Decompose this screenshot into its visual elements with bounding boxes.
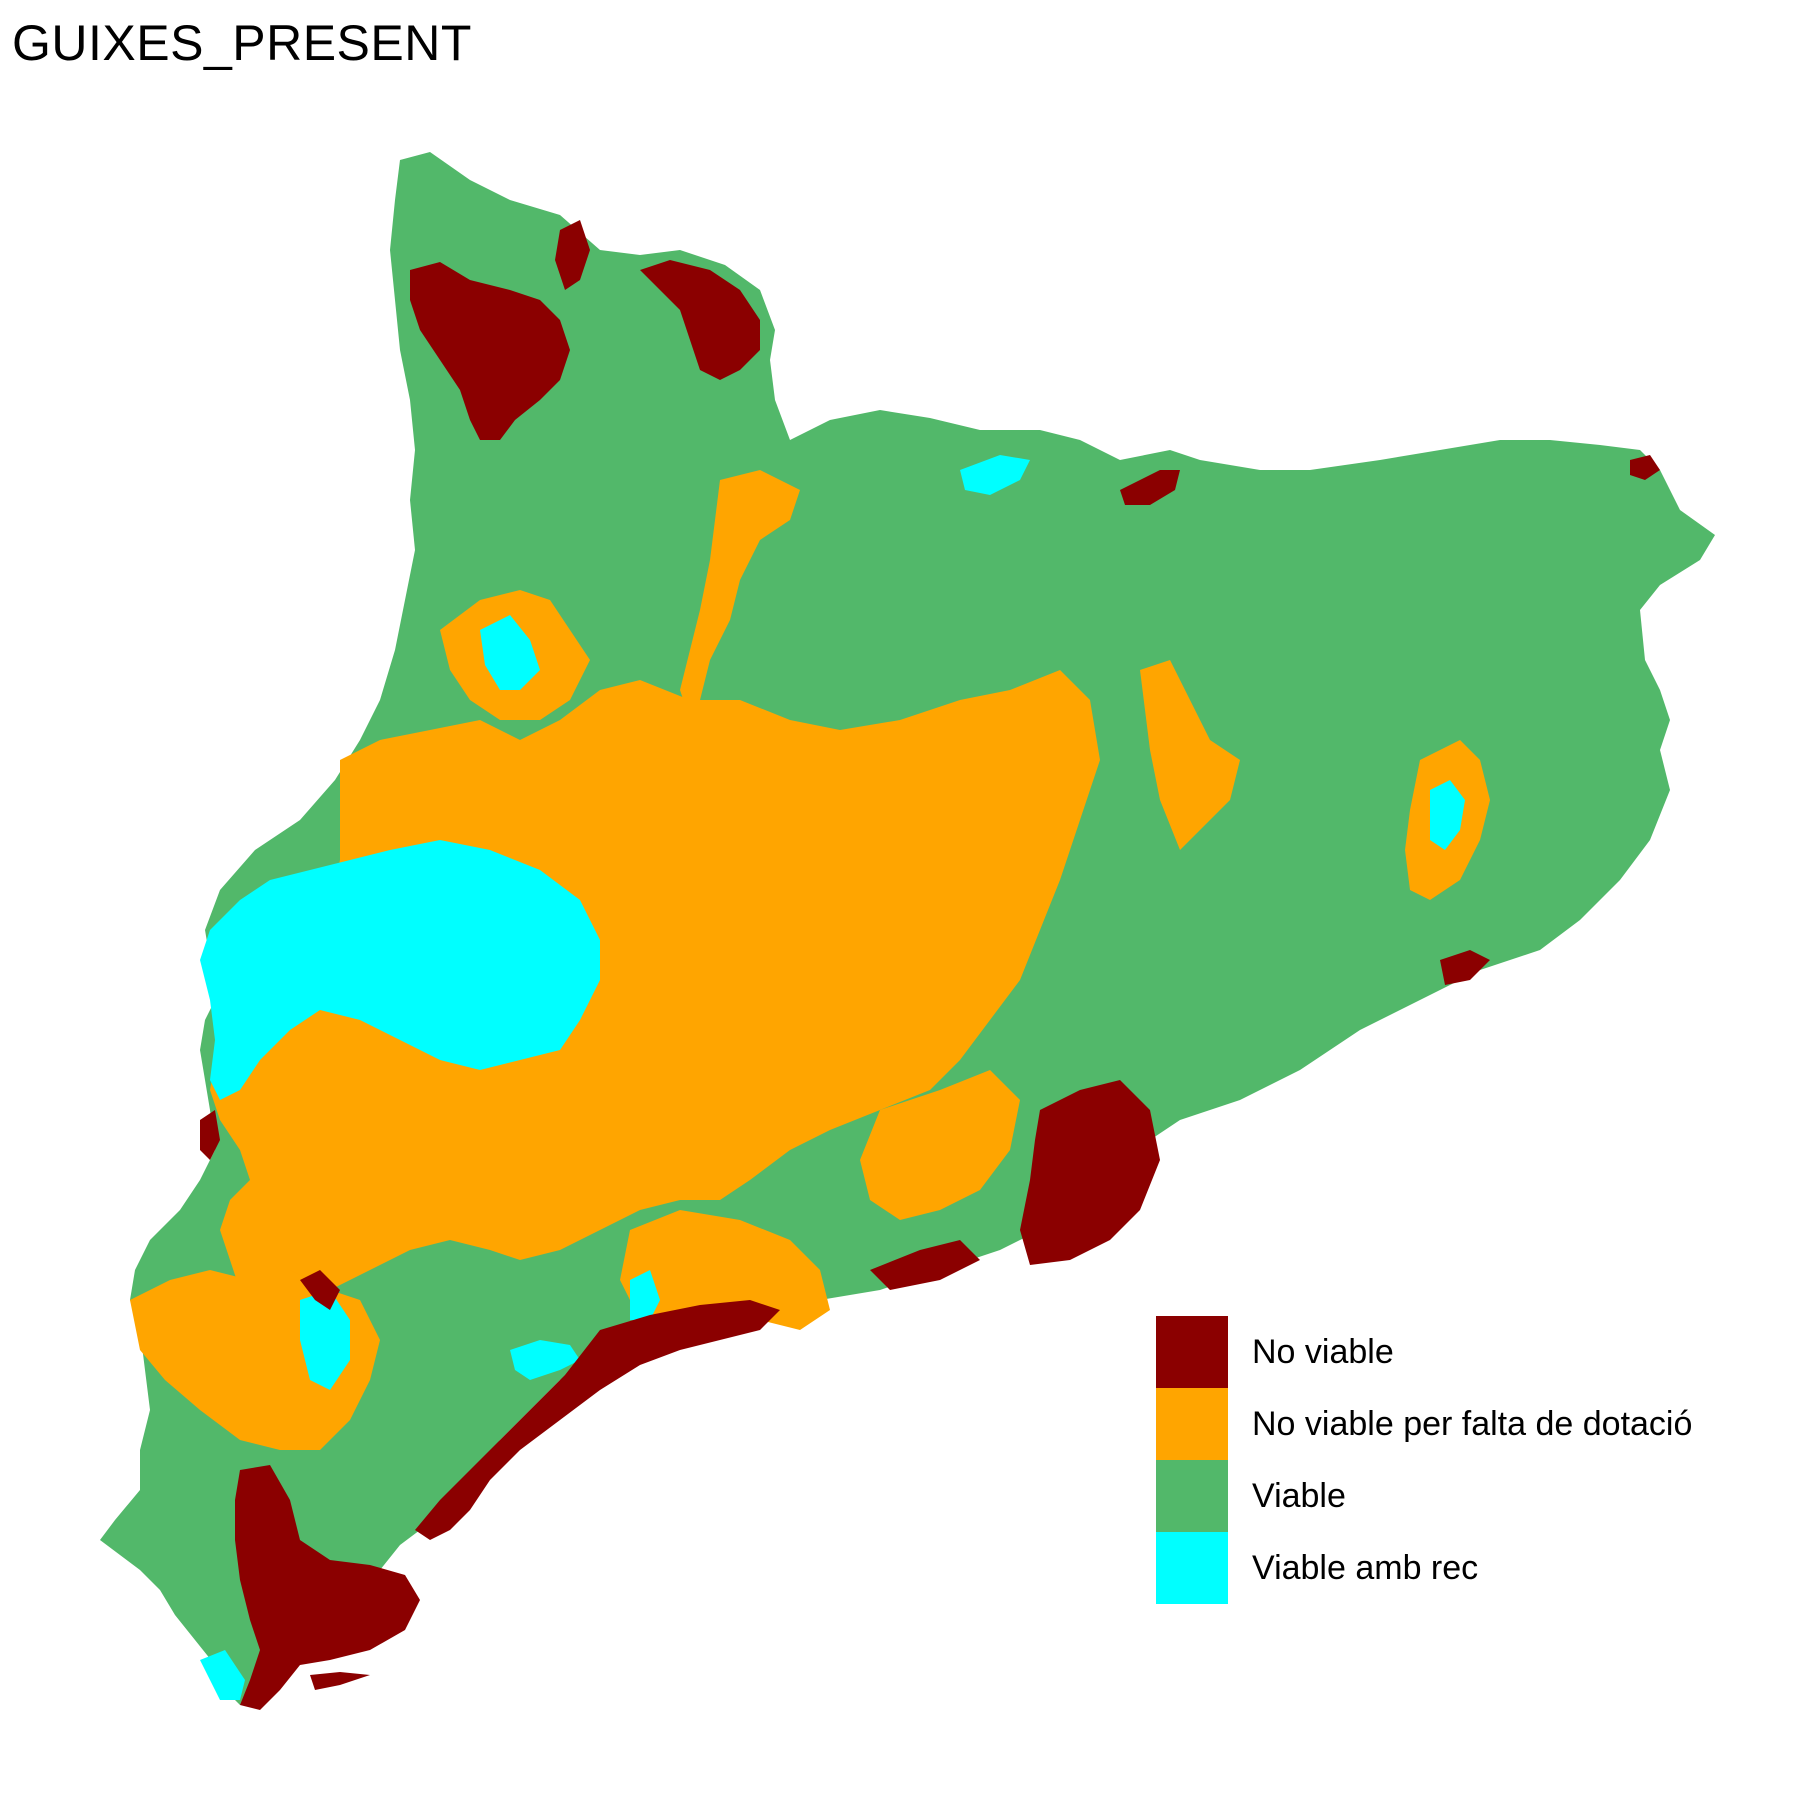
region-no-viable-coast-east — [1440, 950, 1490, 985]
region-no-viable-coast-south — [415, 1300, 780, 1540]
region-viable-amb-rec-coast — [510, 1340, 580, 1380]
region-viable-amb-rec-delta — [630, 1270, 660, 1320]
region-viable-amb-rec — [200, 840, 600, 1100]
region-no-viable-ridge-ne — [1120, 470, 1180, 505]
region-no-viable-pyrenees-west — [410, 262, 570, 440]
region-no-viable-dotacio-east — [1140, 660, 1240, 850]
region-no-viable-coast-central — [870, 1240, 980, 1290]
region-no-viable-dotacio-valley — [680, 470, 800, 720]
legend-swatch-no-viable — [1156, 1316, 1228, 1388]
region-no-viable-cap — [1630, 455, 1660, 480]
region-no-viable-coast-north — [1020, 1080, 1160, 1265]
legend-swatch-viable — [1156, 1460, 1228, 1532]
legend-item-no-viable-dotacio: No viable per falta de dotació — [1156, 1388, 1692, 1460]
legend-label-no-viable: No viable — [1252, 1332, 1394, 1371]
legend: No viable No viable per falta de dotació… — [1156, 1316, 1692, 1604]
region-viable-amb-rec-ne — [960, 455, 1030, 495]
region-no-viable-dotacio — [210, 670, 1100, 1310]
region-no-viable-river — [300, 1270, 340, 1310]
region-no-viable-dotacio-south — [860, 1070, 1020, 1220]
region-no-viable-pyrenees-crest — [555, 220, 590, 290]
legend-swatch-viable-amb-rec — [1156, 1532, 1228, 1604]
legend-item-no-viable: No viable — [1156, 1316, 1692, 1388]
legend-label-viable-amb-rec: Viable amb rec — [1252, 1548, 1479, 1587]
legend-item-viable: Viable — [1156, 1460, 1692, 1532]
region-no-viable-dotacio-central — [620, 1210, 830, 1330]
legend-item-viable-amb-rec: Viable amb rec — [1156, 1532, 1692, 1604]
legend-label-viable: Viable — [1252, 1476, 1346, 1515]
region-viable-amb-rec-north — [480, 615, 540, 690]
region-no-viable-pyrenees-east — [640, 260, 760, 380]
region-viable-amb-rec-south — [300, 1290, 350, 1390]
region-viable-amb-rec-delta-edge — [200, 1650, 245, 1700]
region-viable-amb-rec-girona — [1430, 780, 1465, 850]
legend-swatch-no-viable-dotacio — [1156, 1388, 1228, 1460]
legend-label-no-viable-dotacio: No viable per falta de dotació — [1252, 1404, 1693, 1443]
region-no-viable-delta-spit — [310, 1672, 370, 1690]
map-title: GUIXES_PRESENT — [12, 15, 472, 71]
region-no-viable-west-edge — [200, 1110, 220, 1160]
region-no-viable-ebro-delta — [235, 1465, 420, 1710]
